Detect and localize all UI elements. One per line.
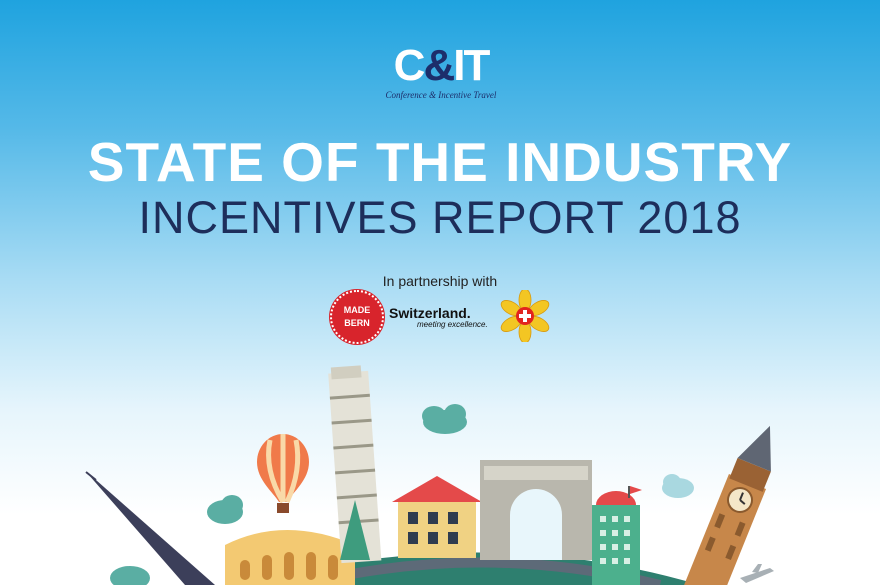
cloud-icon (662, 474, 694, 498)
cit-logo-mark: C&IT (380, 44, 502, 88)
bern-badge-line1: MADE (343, 305, 371, 315)
big-ben-icon (683, 425, 771, 585)
leaning-tower-icon (328, 365, 382, 564)
logo-subtitle: Conference & Incentive Travel (385, 90, 497, 100)
hot-air-balloon-icon (257, 434, 309, 513)
eiffel-tower-icon (85, 471, 215, 585)
colosseum-icon (225, 530, 355, 585)
partnership-intro: In partnership with (382, 273, 498, 289)
logo-ampersand: & (423, 41, 455, 90)
logo-letters-it: IT (453, 41, 490, 90)
switzerland-wordmark: Switzerland. (389, 305, 471, 321)
title-line-2: INCENTIVES REPORT 2018 (138, 192, 742, 243)
airplane-icon (740, 564, 774, 583)
edelweiss-flag-icon (500, 290, 550, 342)
bern-badge-line2: BERN (344, 318, 370, 328)
logo-letter-c: C (393, 41, 426, 90)
cloud-icon (110, 566, 150, 585)
arc-de-triomphe-icon (480, 460, 592, 560)
cloud-icon (422, 404, 467, 434)
house-icon (392, 476, 482, 558)
made-in-bern-logo: MADE BERN (330, 290, 384, 344)
title-line-1: STATE OF THE INDUSTRY (87, 131, 793, 193)
cloud-icon (207, 495, 243, 524)
switzerland-tagline: meeting excellence. (417, 320, 488, 329)
skyscraper-icon (592, 486, 642, 585)
cit-logo: C&IT Conference & Incentive Travel (380, 44, 502, 104)
